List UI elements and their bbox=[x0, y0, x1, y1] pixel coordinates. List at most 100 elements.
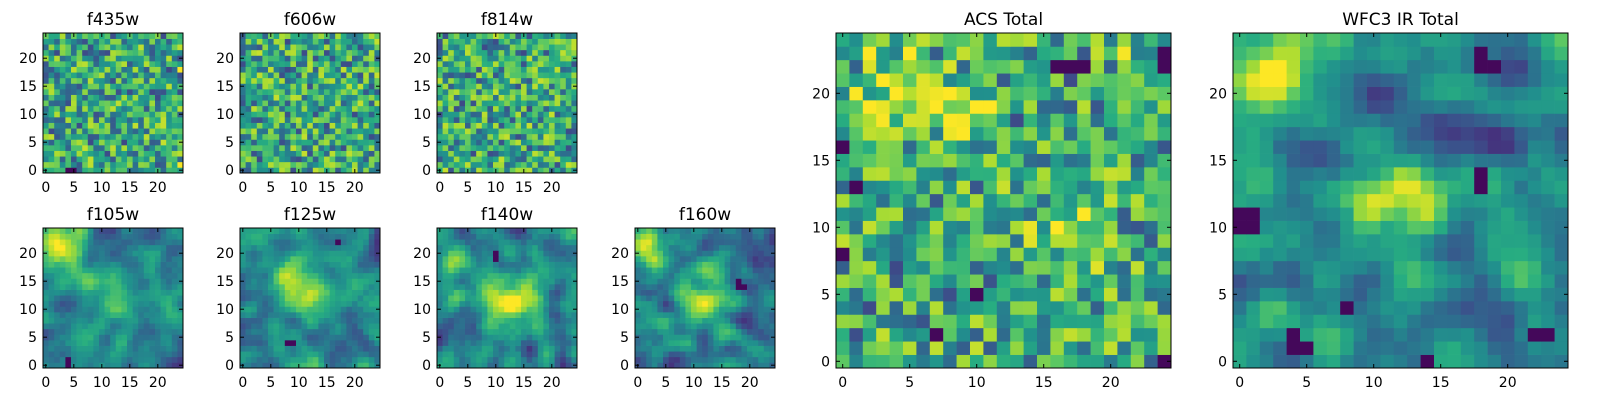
heatmap-cell bbox=[104, 312, 111, 318]
heatmap-cell bbox=[273, 100, 280, 107]
heatmap-cell bbox=[374, 351, 381, 358]
heatmap-cell bbox=[318, 306, 325, 313]
heatmap-cell bbox=[99, 117, 105, 123]
heatmap-cell bbox=[93, 49, 100, 56]
heatmap-cell bbox=[262, 306, 269, 313]
heatmap-cell bbox=[476, 239, 483, 246]
heatmap-cell bbox=[515, 334, 522, 341]
heatmap-cell bbox=[752, 306, 759, 313]
heatmap-cell bbox=[160, 244, 167, 251]
heatmap-cell bbox=[82, 317, 89, 324]
heatmap-cell bbox=[521, 89, 527, 95]
heatmap-cell bbox=[532, 150, 539, 157]
heatmap-cell bbox=[171, 128, 178, 135]
heatmap-cell bbox=[71, 250, 77, 257]
heatmap-cell bbox=[352, 351, 358, 358]
heatmap-cell bbox=[437, 300, 443, 307]
heatmap-cell bbox=[646, 239, 653, 246]
heatmap-cell bbox=[93, 295, 100, 302]
heatmap-cell bbox=[465, 145, 471, 151]
heatmap-cell bbox=[889, 314, 904, 329]
heatmap-cell bbox=[476, 55, 483, 62]
heatmap-cell bbox=[702, 256, 709, 262]
heatmap-cell bbox=[509, 161, 516, 168]
heatmap-cell bbox=[48, 256, 55, 262]
heatmap-cell bbox=[340, 145, 347, 151]
heatmap-cell bbox=[571, 256, 578, 262]
heatmap-cell bbox=[279, 139, 286, 146]
heatmap-cell bbox=[110, 228, 117, 234]
heatmap-cell bbox=[352, 317, 358, 324]
heatmap-cell bbox=[171, 244, 178, 251]
heatmap-cell bbox=[521, 145, 527, 151]
heatmap-cell bbox=[166, 55, 173, 62]
heatmap-cell bbox=[121, 323, 128, 330]
heatmap-cell bbox=[143, 89, 150, 95]
heatmap-cell bbox=[752, 284, 759, 290]
panel-title: f140w bbox=[481, 205, 533, 225]
heatmap-cell bbox=[493, 117, 499, 123]
heatmap-cell bbox=[115, 345, 122, 352]
heatmap-cell bbox=[663, 351, 669, 358]
heatmap-cell bbox=[1010, 234, 1024, 248]
heatmap-cell bbox=[476, 83, 483, 90]
heatmap-cell bbox=[296, 272, 302, 279]
heatmap-cell bbox=[724, 334, 731, 341]
heatmap-cell bbox=[312, 66, 319, 73]
heatmap-cell bbox=[99, 83, 105, 90]
heatmap-cell bbox=[48, 328, 55, 335]
heatmap-cell bbox=[747, 300, 753, 307]
heatmap-cell bbox=[59, 55, 66, 62]
heatmap-cell bbox=[48, 111, 55, 118]
heatmap-cell bbox=[724, 317, 731, 324]
heatmap-cell bbox=[521, 233, 527, 240]
heatmap-cell bbox=[537, 340, 544, 346]
heatmap-cell bbox=[549, 250, 555, 257]
heatmap-cell bbox=[554, 345, 561, 352]
heatmap-cell bbox=[132, 156, 139, 163]
heatmap-cell bbox=[763, 351, 770, 358]
heatmap-cell bbox=[691, 256, 697, 262]
heatmap-cell bbox=[448, 66, 455, 73]
heatmap-cell bbox=[487, 323, 494, 330]
heatmap-cell bbox=[59, 250, 66, 257]
heatmap-cell bbox=[273, 117, 280, 123]
heatmap-cell bbox=[290, 33, 297, 39]
heatmap-cell bbox=[318, 133, 325, 140]
heatmap-cell bbox=[279, 83, 286, 90]
heatmap-cell bbox=[143, 233, 150, 240]
heatmap-cell bbox=[312, 244, 319, 251]
heatmap-cell bbox=[752, 300, 759, 307]
heatmap-cell bbox=[487, 239, 494, 246]
heatmap-cell bbox=[1157, 193, 1172, 208]
heatmap-cell bbox=[554, 278, 561, 285]
heatmap-cell bbox=[437, 328, 443, 335]
heatmap-cell bbox=[996, 180, 1011, 195]
heatmap-cell bbox=[121, 133, 128, 140]
heatmap-cell bbox=[335, 133, 342, 140]
heatmap-cell bbox=[312, 117, 319, 123]
heatmap-cell bbox=[115, 55, 122, 62]
heatmap-cell bbox=[368, 133, 375, 140]
heatmap-cell bbox=[1130, 220, 1145, 235]
heatmap-cell bbox=[245, 284, 252, 290]
heatmap-cell bbox=[565, 351, 572, 358]
heatmap-cell bbox=[646, 306, 653, 313]
heatmap-cell bbox=[943, 314, 957, 329]
heatmap-cell bbox=[346, 100, 353, 107]
heatmap-cell bbox=[76, 272, 83, 279]
heatmap-cell bbox=[48, 334, 55, 341]
heatmap-cell bbox=[273, 38, 280, 45]
heatmap-cell bbox=[374, 44, 381, 51]
heatmap-cell bbox=[127, 83, 133, 90]
heatmap-cell bbox=[719, 233, 725, 240]
heatmap-cell bbox=[549, 289, 555, 296]
heatmap-cell bbox=[1130, 180, 1145, 195]
heatmap-cell bbox=[256, 306, 263, 313]
heatmap-cell bbox=[335, 33, 342, 39]
heatmap-cell bbox=[476, 233, 483, 240]
heatmap-cell bbox=[115, 122, 122, 129]
heatmap-cell bbox=[143, 351, 150, 358]
heatmap-cell bbox=[1077, 327, 1091, 342]
heatmap-cell bbox=[256, 139, 263, 146]
